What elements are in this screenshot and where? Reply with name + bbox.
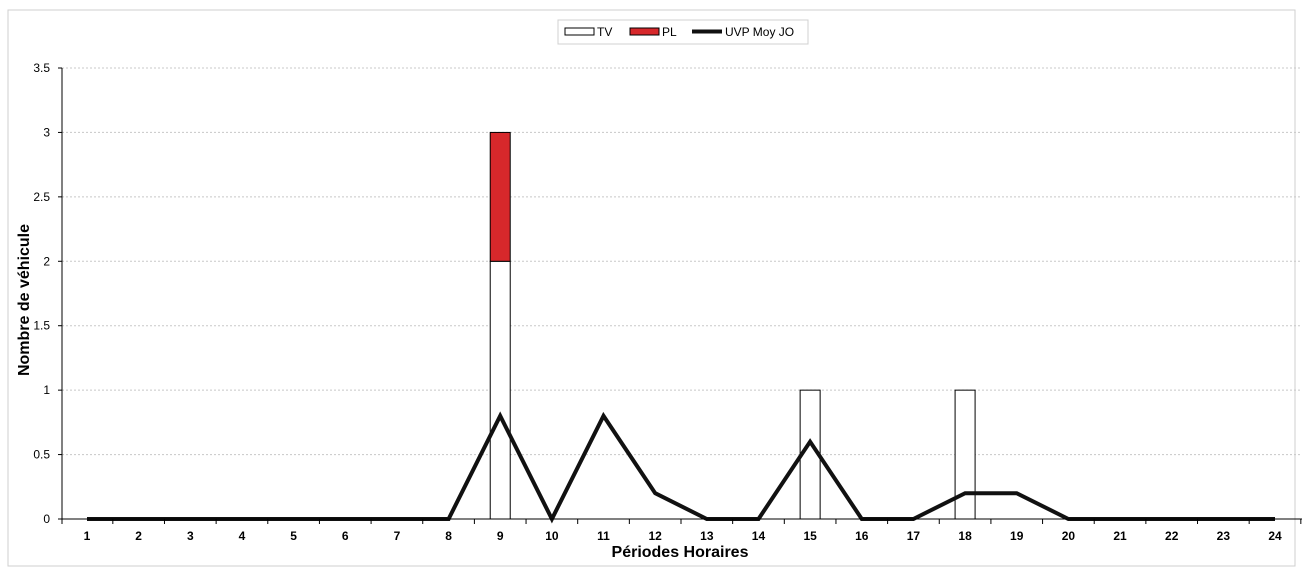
legend-label-tv: TV	[597, 25, 612, 39]
x-tick-label: 6	[342, 529, 349, 543]
x-tick-label: 9	[497, 529, 504, 543]
chart-frame	[7, 9, 1296, 567]
y-tick-label: 2	[43, 254, 50, 268]
x-tick-label: 21	[1113, 529, 1127, 543]
x-axis-title: Périodes Horaires	[612, 544, 749, 561]
x-tick-label: 19	[1010, 529, 1024, 543]
x-tick-label: 11	[597, 529, 610, 543]
legend-label-uvp-moy-jo: UVP Moy JO	[725, 25, 794, 39]
y-tick-label: 3	[43, 125, 50, 139]
x-tick-label: 8	[445, 529, 452, 543]
y-tick-label: 3.5	[33, 61, 50, 75]
y-axis-title: Nombre de véhicule	[16, 224, 33, 376]
x-tick-label: 23	[1217, 529, 1231, 543]
x-tick-label: 3	[187, 529, 194, 543]
x-tick-label: 10	[545, 529, 559, 543]
y-tick-label: 2.5	[33, 190, 50, 204]
bar-tv	[489, 260, 511, 520]
x-tick-label: 1	[84, 529, 91, 543]
y-tick-label: 1	[43, 383, 50, 397]
y-tick-label: 1.5	[33, 319, 50, 333]
legend-swatch-tv	[564, 27, 595, 36]
x-tick-label: 16	[855, 529, 869, 543]
y-tick-label: 0.5	[33, 448, 50, 462]
legend-swatch-pl	[629, 27, 660, 36]
x-tick-label: 24	[1268, 529, 1282, 543]
grid	[62, 67, 1302, 456]
legend-label-pl: PL	[662, 25, 677, 39]
x-tick-label: 18	[958, 529, 972, 543]
legend: TV PL UVP Moy JO	[557, 19, 809, 45]
x-tick-label: 7	[394, 529, 401, 543]
bar-pl	[489, 131, 511, 262]
x-tick-label: 5	[290, 529, 297, 543]
bar-tv	[954, 389, 976, 520]
y-tick-label: 0	[43, 512, 50, 526]
x-tick-label: 20	[1062, 529, 1076, 543]
x-tick-label: 4	[239, 529, 246, 543]
x-tick-label: 13	[700, 529, 714, 543]
legend-box	[557, 19, 809, 45]
x-tick-label: 2	[135, 529, 142, 543]
x-tick-label: 22	[1165, 529, 1179, 543]
x-tick-label: 14	[752, 529, 766, 543]
x-tick-label: 17	[907, 529, 921, 543]
axes: 00.511.522.533.51 2 3 4 5 6 7 8 9 10 11 12 13 14 15 16 1…	[33, 61, 1302, 543]
x-tick-label: 15	[803, 529, 817, 543]
x-tick-label: 12	[648, 529, 662, 543]
